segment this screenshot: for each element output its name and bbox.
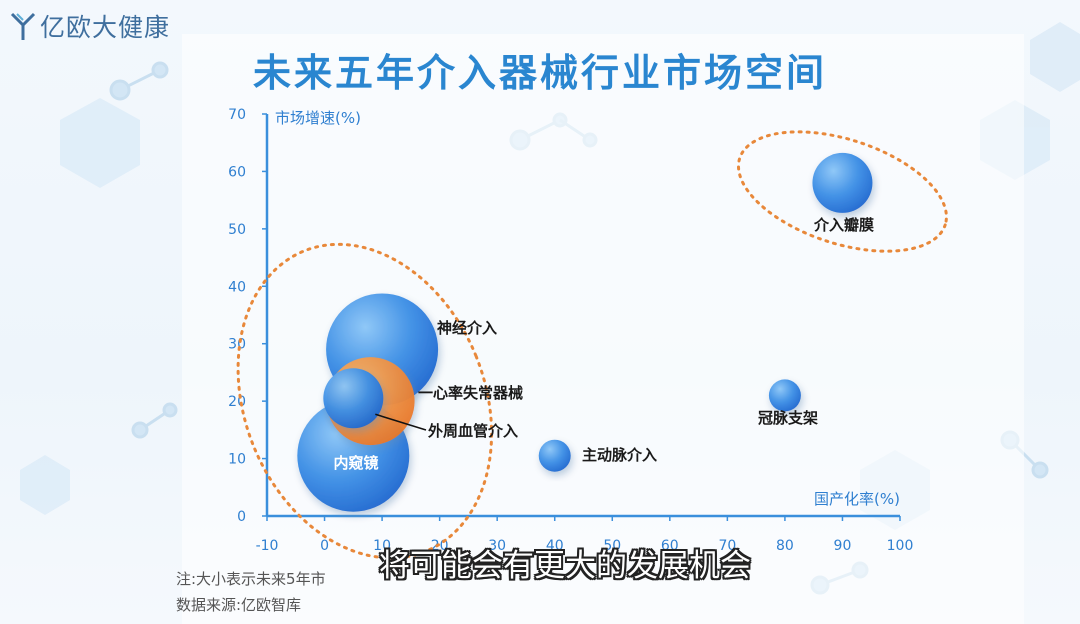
logo-text: 亿欧大健康 (40, 13, 171, 42)
bubble-point (768, 379, 801, 412)
point-label: 介入瓣膜 (813, 216, 874, 234)
cluster-highlight-right (736, 130, 948, 253)
y-tick-label: 50 (228, 222, 246, 238)
y-tick-label: 20 (228, 394, 246, 410)
point-label: 冠脉支架 (758, 409, 818, 427)
x-tick-label: 0 (320, 538, 329, 554)
x-tick-label: 70 (718, 538, 736, 554)
x-tick-label: 40 (546, 538, 564, 554)
y-tick-label: 60 (228, 164, 246, 180)
x-tick-label: 30 (488, 538, 506, 554)
bubble-point (812, 152, 873, 213)
bubble-point (323, 368, 384, 429)
video-subtitle: 将可能会有更大的发展机会 (379, 548, 751, 584)
y-tick-label: 40 (228, 279, 246, 295)
point-label: 内窥镜 (333, 454, 378, 472)
y-tick-label: 70 (228, 107, 246, 123)
point-label: 主动脉介入 (582, 446, 657, 464)
x-tick-label: 100 (887, 538, 914, 554)
y-tick-label: 30 (228, 337, 246, 353)
logo: 亿欧大健康 (10, 8, 170, 44)
y-tick-label: 0 (237, 509, 246, 525)
size-note: 注:大小表示未来5年市 (176, 570, 326, 588)
x-tick-label: 10 (373, 538, 391, 554)
point-label: 外周血管介入 (427, 422, 518, 440)
y-tick-label: 10 (228, 452, 246, 468)
leader-line (375, 413, 427, 431)
cluster-highlight-left (236, 242, 494, 560)
bubble-point (538, 439, 571, 472)
chart-title: 未来五年介入器械行业市场空间 (252, 51, 827, 95)
x-tick-label: 80 (776, 538, 794, 554)
x-tick-label: 90 (834, 538, 852, 554)
x-axis-label: 国产化率(%) (814, 490, 900, 508)
point-label: 神经介入 (437, 319, 497, 337)
x-tick-label: -10 (256, 538, 279, 554)
chart-panel (182, 34, 1024, 624)
x-tick-label: 60 (661, 538, 679, 554)
source-note: 数据来源:亿欧智库 (176, 596, 302, 614)
point-label: 一心率失常器械 (418, 384, 523, 402)
y-axis-label: 市场增速(%) (275, 109, 361, 127)
logo-icon (10, 12, 36, 40)
x-tick-label: 50 (603, 538, 621, 554)
